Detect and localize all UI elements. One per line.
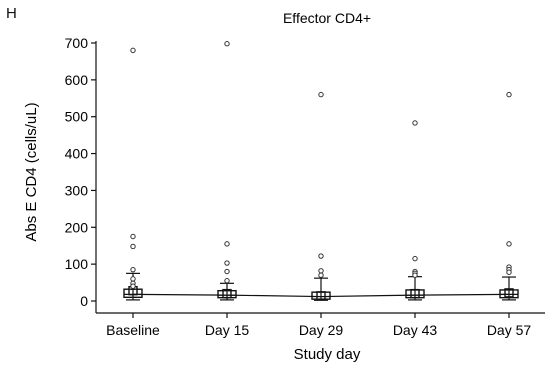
outlier-point <box>412 120 418 126</box>
outlier-point <box>318 91 324 98</box>
y-tick-label: 0 <box>80 293 88 309</box>
outlier-point <box>224 41 230 47</box>
x-tick-label: Day 57 <box>487 322 532 338</box>
box <box>123 288 143 299</box>
outlier-point <box>318 253 324 259</box>
outlier-point <box>412 272 418 278</box>
outlier-point <box>224 268 230 275</box>
mean-marker <box>504 288 514 298</box>
mean-marker <box>410 288 420 299</box>
y-tick-label: 100 <box>65 256 89 272</box>
y-tick-label: 400 <box>65 146 89 162</box>
outlier-point <box>130 233 136 240</box>
y-axis-title: Abs E CD4 (cells/uL) <box>23 102 40 241</box>
y-tick-label: 500 <box>65 109 89 125</box>
outlier-point <box>506 269 512 275</box>
outlier-point <box>130 266 136 273</box>
y-tick-label: 200 <box>65 219 89 235</box>
outlier-point <box>224 260 230 266</box>
median-trend-line <box>132 293 510 298</box>
x-tick-label: Day 15 <box>205 322 250 338</box>
y-tick-label: 300 <box>65 182 89 198</box>
outlier-point <box>130 243 136 250</box>
y-tick-label: 700 <box>65 35 89 51</box>
x-tick-label: Day 43 <box>393 322 438 338</box>
outlier-point <box>130 276 136 282</box>
x-tick-label: Day 29 <box>299 322 344 338</box>
outlier-point <box>506 91 512 98</box>
outlier-point <box>130 47 136 54</box>
y-tick-label: 600 <box>65 72 89 88</box>
outlier-point <box>318 272 324 278</box>
panel-label: H <box>6 5 17 22</box>
x-tick-label: Baseline <box>106 322 160 338</box>
chart-title: Effector CD4+ <box>283 10 371 26</box>
outlier-point <box>506 241 512 247</box>
outlier-point <box>318 268 324 274</box>
outlier-point <box>224 278 230 284</box>
outlier-point <box>412 255 418 262</box>
outlier-point <box>130 283 136 289</box>
mean-marker <box>316 291 326 301</box>
x-axis-title: Study day <box>294 346 361 363</box>
mean-marker <box>222 288 232 299</box>
outlier-point <box>224 241 230 247</box>
